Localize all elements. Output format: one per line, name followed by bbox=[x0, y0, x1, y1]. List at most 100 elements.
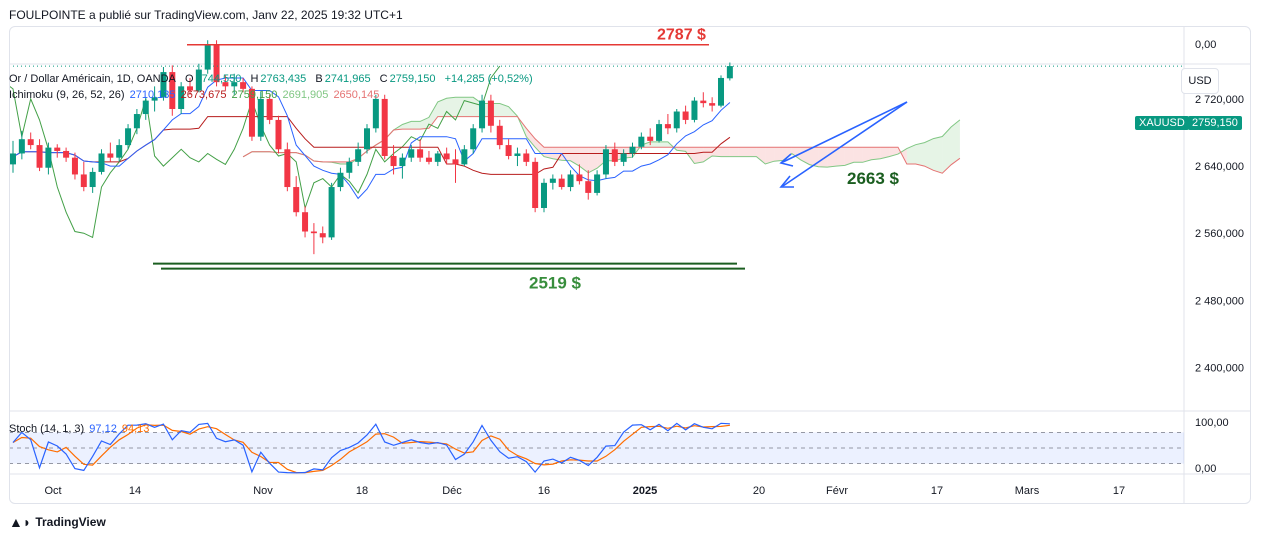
stoch-y-tick: 0,00 bbox=[1195, 463, 1216, 475]
candle-body bbox=[346, 161, 353, 173]
candle-body bbox=[142, 100, 149, 115]
ichimoku-cloud-segment bbox=[455, 97, 465, 117]
candle-body bbox=[133, 114, 140, 129]
x-tick-label: 2025 bbox=[633, 485, 657, 497]
candle-body bbox=[523, 153, 530, 162]
ichimoku-cloud-segment bbox=[818, 147, 828, 168]
ichimoku-cloud-segment bbox=[721, 147, 730, 157]
candle-body bbox=[80, 174, 87, 188]
candle-body bbox=[310, 231, 317, 234]
chart-panel[interactable]: 0,00 2 400,000 2 480,000 2 560,000 2 640,000… bbox=[9, 26, 1251, 504]
candle-body bbox=[602, 149, 609, 175]
candle-body bbox=[425, 157, 432, 162]
ichimoku-cloud-segment bbox=[880, 147, 890, 159]
candle-body bbox=[248, 88, 255, 137]
candle-body bbox=[399, 157, 406, 167]
candle-body bbox=[195, 69, 202, 91]
candle-body bbox=[284, 149, 291, 188]
ichimoku-cloud-segment bbox=[862, 147, 872, 163]
candle-body bbox=[726, 66, 733, 79]
ichimoku-cloud-segment bbox=[570, 147, 580, 167]
y-tick-label: 2 480,000 bbox=[1195, 295, 1244, 307]
ichimoku-chikou-line bbox=[10, 65, 501, 239]
ichimoku-cloud-segment bbox=[898, 147, 907, 164]
candle-body bbox=[257, 98, 264, 137]
candle-body bbox=[71, 157, 78, 175]
ichimoku-cloud-segment bbox=[774, 147, 783, 162]
ichimoku-cloud-segment bbox=[738, 147, 748, 157]
ichimoku-cloud-segment bbox=[906, 144, 916, 164]
candle-body bbox=[45, 147, 52, 168]
x-tick-label: Oct bbox=[44, 485, 61, 497]
open-value: 2744,550 bbox=[195, 73, 242, 85]
tradingview-logo[interactable]: ▲◗ TradingView bbox=[9, 514, 106, 530]
price-chart[interactable]: 0,00 2 400,000 2 480,000 2 560,000 2 640,000… bbox=[9, 26, 1251, 504]
ichimoku-label: Ichimoku (9, 26, 52, 26) bbox=[9, 89, 125, 101]
candle-body bbox=[558, 178, 565, 188]
y-tick-label: 2 400,000 bbox=[1195, 362, 1244, 374]
ichimoku-cloud-segment bbox=[428, 101, 438, 129]
candle-body bbox=[302, 212, 309, 232]
candle-body bbox=[408, 149, 415, 158]
candle-body bbox=[505, 145, 512, 156]
ichimoku-cloud-segment bbox=[420, 117, 429, 130]
ichimoku-cloud-segment bbox=[464, 97, 474, 117]
x-tick-label: 14 bbox=[129, 485, 141, 497]
ichimoku-cloud-segment bbox=[446, 97, 456, 117]
ichimoku-cloud-segment bbox=[685, 147, 695, 164]
candle-body bbox=[293, 187, 300, 213]
ichimoku-cloud-segment bbox=[951, 119, 960, 165]
ichimoku-cloud-segment bbox=[836, 147, 845, 167]
ichimoku-cloud-segment bbox=[782, 147, 792, 161]
ichimoku-cloud-segment bbox=[871, 147, 881, 160]
x-tick-label: 17 bbox=[931, 485, 943, 497]
ichimoku-chikou-value: 2759,150 bbox=[231, 89, 278, 101]
ichimoku-cloud-segment bbox=[791, 147, 801, 160]
candle-body bbox=[328, 187, 335, 238]
ichimoku-cloud-segment bbox=[544, 147, 553, 159]
x-tick-label: Févr bbox=[826, 485, 848, 497]
candle-body bbox=[682, 111, 689, 120]
candle-body bbox=[27, 139, 34, 146]
stoch-d-value: 94,13 bbox=[121, 423, 150, 435]
currency-button[interactable]: USD bbox=[1181, 68, 1219, 94]
ichimoku-cloud-segment bbox=[703, 147, 713, 162]
candle-body bbox=[532, 161, 539, 209]
y-tick-label: 2 720,000 bbox=[1195, 94, 1244, 106]
ichimoku-cloud-segment bbox=[933, 136, 943, 174]
candle-body bbox=[204, 44, 211, 70]
tradingview-brand: TradingView bbox=[35, 515, 106, 529]
candle-body bbox=[231, 82, 238, 87]
ichimoku-cloud-segment bbox=[809, 147, 819, 167]
stoch-d-line bbox=[12, 424, 730, 474]
kijun-level-label: 2663 $ bbox=[847, 169, 900, 188]
candle-body bbox=[36, 145, 43, 168]
ichimoku-kijun-value: 2673,675 bbox=[180, 89, 227, 101]
candle-body bbox=[611, 149, 618, 162]
candle-body bbox=[381, 98, 388, 156]
candle-body bbox=[479, 100, 486, 129]
x-tick-label: 18 bbox=[356, 485, 368, 497]
ichimoku-cloud-segment bbox=[844, 147, 854, 166]
close-value: 2759,150 bbox=[389, 73, 436, 85]
candle-body bbox=[116, 145, 123, 158]
close-label: C bbox=[379, 73, 388, 85]
ichimoku-spanB-value: 2650,145 bbox=[333, 89, 380, 101]
candle-body bbox=[443, 153, 450, 160]
stoch-y-tick: 100,00 bbox=[1195, 417, 1229, 429]
candle-body bbox=[576, 174, 583, 182]
candle-body bbox=[160, 72, 167, 98]
ichimoku-cloud-segment bbox=[526, 128, 536, 148]
ichimoku-spanA-value: 2691,905 bbox=[282, 89, 329, 101]
candle-body bbox=[178, 86, 185, 109]
y-tick-label: 2 640,000 bbox=[1195, 161, 1244, 173]
change-value: +14,285 (+0,52%) bbox=[444, 73, 533, 85]
arrowhead bbox=[779, 175, 794, 188]
candle-body bbox=[54, 147, 61, 151]
stoch-legend: Stoch (14, 1, 3) 97,12 94,13 bbox=[9, 423, 151, 435]
candle-body bbox=[266, 98, 273, 120]
ichimoku-cloud-segment bbox=[535, 138, 544, 157]
tradingview-icon: ▲◗ bbox=[9, 514, 32, 530]
candle-body bbox=[63, 150, 70, 158]
candle-body bbox=[656, 124, 663, 141]
